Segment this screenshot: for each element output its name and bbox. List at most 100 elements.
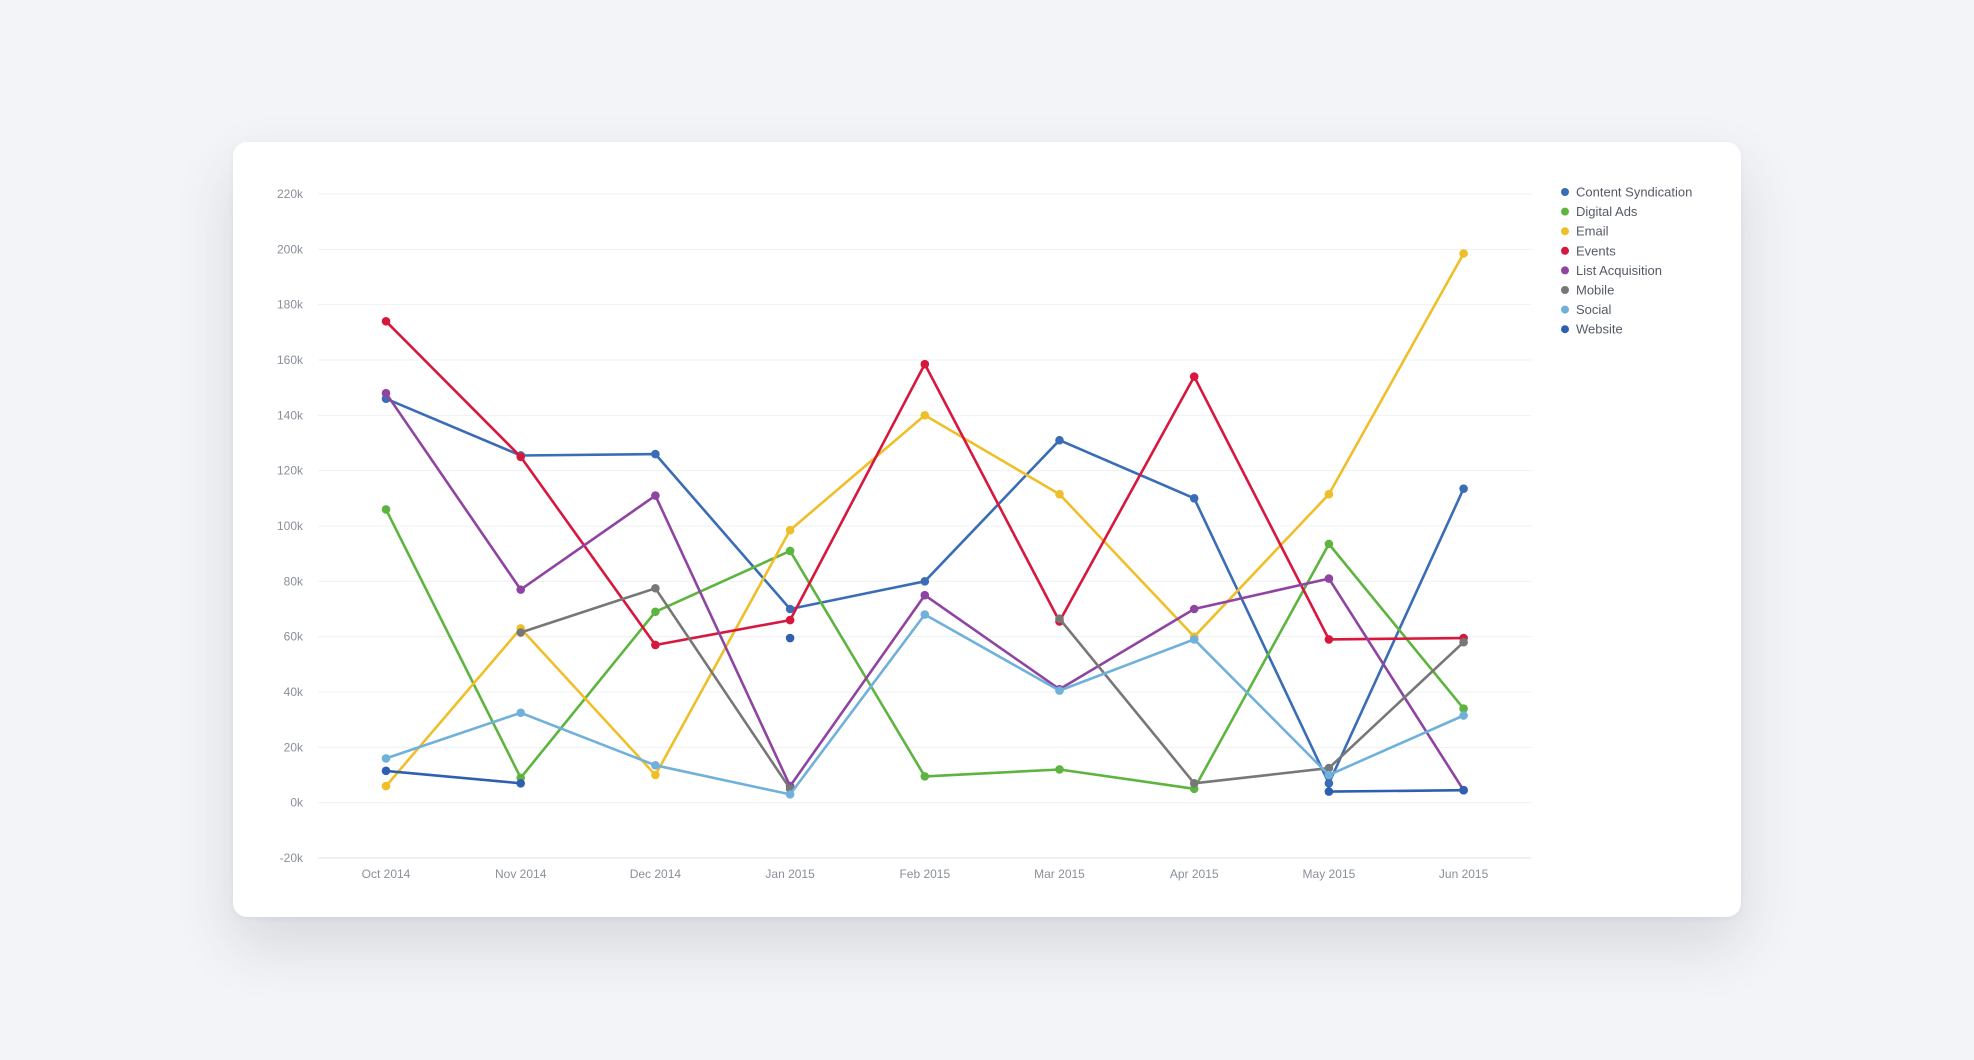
data-point[interactable] (651, 607, 660, 617)
legend-item[interactable]: Content Syndication (1561, 185, 1692, 200)
data-point[interactable] (785, 604, 795, 614)
data-point[interactable] (785, 546, 795, 556)
series-line (384, 769, 523, 785)
series-content-syndication (381, 394, 1468, 788)
y-tick-label: 20k (284, 740, 304, 754)
legend-marker (1561, 325, 1569, 334)
x-tick-label: Apr 2015 (1170, 867, 1219, 881)
legend-item[interactable]: Mobile (1561, 283, 1614, 298)
data-point[interactable] (920, 610, 930, 619)
legend-label: Website (1576, 322, 1623, 337)
legend-label: Email (1576, 224, 1609, 239)
data-point[interactable] (516, 708, 525, 718)
data-point[interactable] (1324, 770, 1334, 780)
data-point[interactable] (1459, 711, 1468, 720)
line-chart: -20k 0k 20k 40k 60k 80k 100k 120k 140k 160k 180k 20… (277, 185, 1692, 882)
data-point[interactable] (516, 585, 525, 594)
data-point[interactable] (651, 449, 660, 459)
series-mobile (516, 583, 1468, 794)
data-point[interactable] (1459, 484, 1468, 493)
x-tick-label: Oct 2014 (362, 867, 411, 881)
data-point[interactable] (516, 779, 525, 788)
x-tick-label: May 2015 (1303, 867, 1356, 881)
y-tick-label: 60k (284, 630, 304, 644)
data-point[interactable] (651, 491, 660, 500)
legend-marker (1561, 188, 1569, 196)
legend-marker (1561, 286, 1569, 294)
data-point[interactable] (651, 761, 660, 770)
data-point[interactable] (1324, 489, 1334, 499)
grid-layer (318, 193, 1531, 859)
legend-item[interactable]: Social (1561, 302, 1612, 317)
data-point[interactable] (516, 628, 525, 637)
data-point[interactable] (1324, 635, 1334, 644)
data-point[interactable] (1324, 779, 1334, 788)
data-point[interactable] (1459, 637, 1468, 647)
data-point[interactable] (1189, 635, 1199, 644)
data-point[interactable] (1459, 249, 1468, 258)
series-line (519, 586, 792, 791)
legend-item[interactable]: Events (1561, 243, 1616, 258)
y-tick-label: 220k (277, 187, 304, 201)
data-point[interactable] (381, 316, 391, 326)
data-point[interactable] (1324, 574, 1334, 583)
data-point[interactable] (381, 505, 391, 514)
x-tick-label: Jun 2015 (1439, 867, 1489, 881)
x-tick-label: Feb 2015 (899, 867, 950, 881)
legend-label: Content Syndication (1576, 185, 1692, 200)
y-tick-label: 100k (277, 519, 304, 533)
data-point[interactable] (920, 359, 930, 369)
data-point[interactable] (1055, 489, 1064, 499)
data-point[interactable] (381, 781, 391, 791)
data-point[interactable] (1055, 765, 1064, 774)
legend: Content Syndication Digital Ads Email Event… (1561, 185, 1692, 337)
y-tick-label: 120k (277, 464, 304, 478)
legend-item[interactable]: Email (1561, 224, 1609, 239)
data-point[interactable] (381, 754, 391, 763)
y-axis: -20k 0k 20k 40k 60k 80k 100k 120k 140k 160k 180k 20… (277, 187, 304, 865)
data-point[interactable] (920, 590, 930, 600)
x-axis: Oct 2014 Nov 2014 Dec 2014 Jan 2015 Feb 2015… (362, 867, 1489, 881)
data-point[interactable] (1189, 779, 1199, 788)
data-point[interactable] (1189, 604, 1199, 614)
data-point[interactable] (651, 770, 660, 780)
x-tick-label: Dec 2014 (630, 867, 682, 881)
data-point[interactable] (651, 640, 660, 650)
data-point[interactable] (1055, 435, 1064, 445)
data-point[interactable] (785, 525, 795, 535)
y-tick-label: 80k (284, 574, 304, 588)
legend-marker (1561, 305, 1569, 314)
data-point[interactable] (920, 577, 930, 586)
data-point[interactable] (920, 411, 930, 420)
data-point[interactable] (651, 583, 660, 593)
legend-marker (1561, 227, 1569, 236)
data-point[interactable] (1189, 494, 1199, 503)
data-point[interactable] (1189, 372, 1199, 381)
data-point[interactable] (381, 388, 391, 398)
data-point[interactable] (785, 633, 795, 643)
series-email (381, 249, 1468, 791)
data-point[interactable] (1324, 787, 1334, 796)
legend-label: Events (1576, 243, 1616, 258)
data-point[interactable] (920, 772, 930, 781)
legend-label: Social (1576, 302, 1612, 317)
data-point[interactable] (785, 615, 795, 625)
data-point[interactable] (1055, 614, 1064, 623)
series-line (1327, 788, 1465, 793)
data-point[interactable] (785, 790, 795, 799)
legend-item[interactable]: List Acquisition (1561, 263, 1662, 278)
data-point[interactable] (1459, 704, 1468, 713)
series-line (1058, 617, 1465, 785)
legend-label: List Acquisition (1576, 263, 1662, 278)
legend-item[interactable]: Website (1561, 322, 1623, 337)
legend-item[interactable]: Digital Ads (1561, 204, 1638, 219)
y-tick-label: 200k (277, 242, 304, 256)
data-point[interactable] (1324, 763, 1334, 773)
data-point[interactable] (381, 766, 391, 776)
data-point[interactable] (516, 452, 525, 462)
chart-card: -20k 0k 20k 40k 60k 80k 100k 120k 140k 160k 180k 20… (233, 142, 1741, 917)
data-point[interactable] (1324, 539, 1334, 549)
data-point[interactable] (1459, 785, 1468, 795)
series-social (381, 610, 1468, 799)
data-point[interactable] (1055, 686, 1064, 695)
